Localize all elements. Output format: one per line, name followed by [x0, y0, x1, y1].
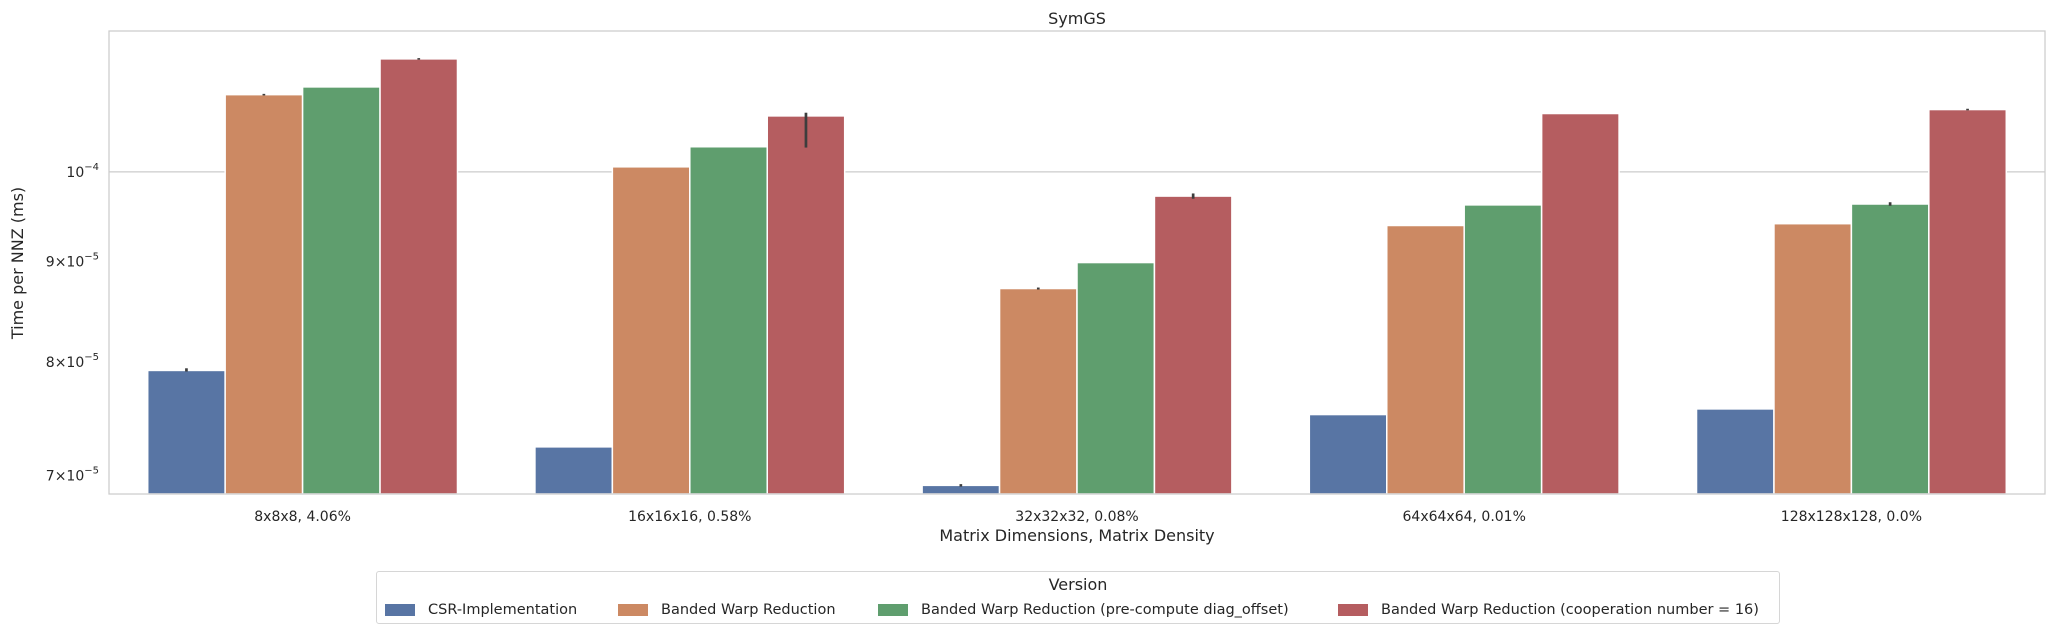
bar [1153, 195, 1233, 495]
bar [689, 145, 768, 495]
legend-label: Banded Warp Reduction (cooperation numbe… [1381, 602, 1759, 618]
bar [1386, 224, 1465, 495]
x-tick-label: 32x32x32, 0.08% [1015, 509, 1138, 525]
bar [1308, 413, 1388, 495]
bar [1463, 204, 1543, 495]
legend-item: Banded Warp Reduction [618, 601, 836, 619]
legend-label: Banded Warp Reduction [661, 602, 836, 618]
x-tick-labels: 8x8x8, 4.06% 16x16x16, 0.58% 32x32x32, 0.0… [254, 509, 1922, 525]
bar [301, 86, 381, 495]
x-axis-label: Matrix Dimensions, Matrix Density [939, 526, 1214, 545]
y-axis-label: Time per NNZ (ms) [8, 187, 27, 340]
x-tick-label: 8x8x8, 4.06% [254, 509, 351, 525]
y-tick-label: 8×10−5 [46, 352, 99, 371]
legend-swatch [1338, 604, 1368, 616]
bar [921, 484, 1001, 495]
legend-item: Banded Warp Reduction (cooperation numbe… [1338, 601, 1759, 619]
bar [998, 287, 1078, 495]
bars [146, 58, 2008, 495]
y-tick-labels: 7×10−5 8×10−5 9×10−5 10−4 [46, 162, 99, 485]
bar [1076, 261, 1156, 495]
bar [611, 166, 691, 495]
bar [534, 446, 614, 495]
legend-label: Banded Warp Reduction (pre-compute diag_… [921, 602, 1289, 618]
bar [146, 369, 226, 495]
plot-frame [108, 30, 2046, 495]
legend-item: Banded Warp Reduction (pre-compute diag_… [878, 601, 1289, 619]
legend-label: CSR-Implementation [428, 602, 578, 618]
error-bars [185, 58, 1969, 487]
bar [379, 58, 459, 495]
bar [1850, 203, 1930, 495]
bar [1695, 408, 1775, 495]
legend-swatch [385, 604, 415, 616]
legend-item: CSR-Implementation [385, 601, 577, 619]
legend: Version CSR-Implementation Banded Warp Re… [376, 571, 1780, 624]
x-tick-label: 128x128x128, 0.0% [1781, 509, 1922, 525]
bar [1540, 112, 1620, 495]
legend-swatch [618, 604, 648, 616]
legend-swatch [878, 604, 908, 616]
y-tick-label: 7×10−5 [46, 466, 99, 485]
bar [1773, 222, 1853, 495]
x-tick-label: 64x64x64, 0.01% [1403, 509, 1526, 525]
y-tick-label: 9×10−5 [46, 252, 99, 271]
y-tick-label: 10−4 [66, 162, 99, 181]
chart: SymGS 7×10−5 8×10−5 9×10−5 10−4 8x8x8, 4.06… [8, 9, 2046, 545]
bar [1928, 108, 2008, 495]
legend-title: Version [1048, 575, 1108, 594]
bar [766, 115, 846, 495]
bar [224, 93, 304, 495]
x-tick-label: 16x16x16, 0.58% [628, 509, 751, 525]
chart-title: SymGS [1048, 9, 1106, 28]
